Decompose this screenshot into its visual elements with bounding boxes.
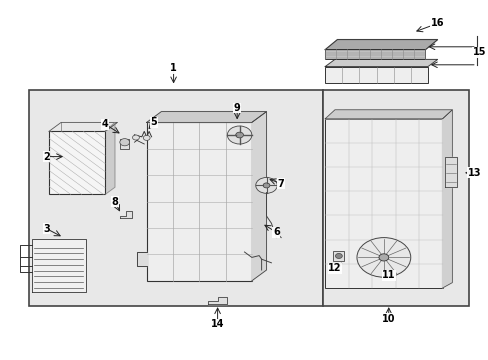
Circle shape [132, 135, 139, 140]
Text: 10: 10 [381, 314, 395, 324]
Bar [120, 139, 128, 149]
Text: 4: 4 [102, 119, 108, 129]
Text: 1: 1 [170, 63, 177, 73]
Circle shape [120, 139, 129, 146]
Bar [325, 67, 427, 83]
Polygon shape [325, 110, 451, 119]
Polygon shape [251, 112, 266, 281]
Polygon shape [32, 239, 85, 292]
Circle shape [143, 135, 150, 140]
Polygon shape [444, 157, 456, 187]
Text: 13: 13 [467, 168, 480, 178]
Bar [333, 251, 344, 261]
Circle shape [263, 183, 269, 188]
Text: 8: 8 [111, 197, 118, 207]
Circle shape [227, 126, 251, 144]
Bar [325, 49, 425, 59]
Circle shape [335, 253, 342, 258]
Polygon shape [137, 252, 146, 266]
Text: 14: 14 [210, 319, 224, 329]
Polygon shape [442, 110, 451, 288]
Text: 2: 2 [43, 152, 50, 162]
Circle shape [356, 238, 410, 277]
Bar [325, 119, 442, 288]
Polygon shape [325, 40, 437, 50]
Text: 12: 12 [327, 263, 341, 273]
Circle shape [235, 132, 243, 138]
Polygon shape [120, 211, 132, 218]
Text: 3: 3 [43, 224, 50, 234]
Bar [146, 122, 251, 281]
Text: 7: 7 [277, 179, 284, 189]
Polygon shape [207, 297, 227, 304]
Text: 16: 16 [430, 18, 444, 28]
Text: 11: 11 [381, 270, 395, 280]
Text: 9: 9 [233, 103, 240, 113]
Circle shape [378, 254, 388, 261]
Text: 5: 5 [150, 117, 157, 127]
Bar [49, 131, 105, 194]
Text: 6: 6 [272, 227, 279, 237]
Text: 15: 15 [471, 47, 485, 57]
Bar [29, 90, 322, 306]
Bar [322, 90, 468, 306]
Polygon shape [146, 112, 266, 122]
Polygon shape [105, 122, 115, 194]
Polygon shape [325, 59, 437, 67]
Circle shape [255, 177, 277, 193]
